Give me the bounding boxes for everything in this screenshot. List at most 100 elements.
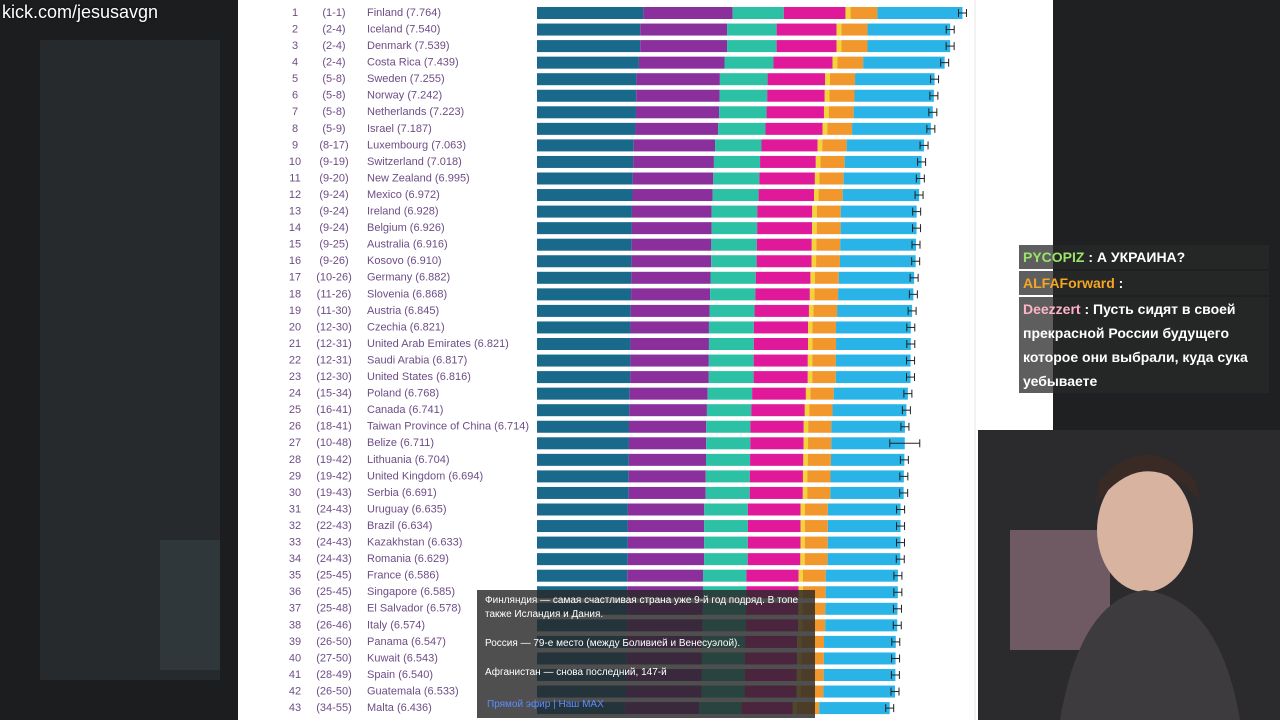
bar-segment xyxy=(816,255,840,268)
bar-segment xyxy=(800,520,805,533)
bar-segment xyxy=(747,520,801,533)
rank: 22 xyxy=(289,354,301,366)
bar-segment xyxy=(537,569,628,582)
bar-segment xyxy=(832,404,907,417)
country-label: United Kingdom (6.694) xyxy=(367,470,483,482)
chat-overlay: PYCOPIZ : А УКРАИНА? ALFAForward : Deezzer… xyxy=(1019,245,1269,395)
score-bar xyxy=(537,503,901,516)
score-bar xyxy=(537,321,911,334)
rank: 9 xyxy=(292,139,298,151)
rank-range: (9-24) xyxy=(319,206,348,218)
bar-segment xyxy=(631,271,711,284)
rank: 5 xyxy=(292,73,298,85)
bar-segment xyxy=(802,569,826,582)
rank-range: (12-30) xyxy=(316,371,351,383)
bar-segment xyxy=(759,172,815,185)
bar-segment xyxy=(631,238,712,251)
rank-range: (19-42) xyxy=(316,470,351,482)
rank-range: (2-4) xyxy=(322,23,345,35)
bar-segment xyxy=(828,106,854,119)
rank-range: (15-34) xyxy=(316,388,351,400)
bar-segment xyxy=(632,172,714,185)
rank: 26 xyxy=(289,421,301,433)
bar-segment xyxy=(537,486,629,499)
bar-segment xyxy=(822,122,828,135)
score-bar xyxy=(537,40,951,53)
watermark: kick.com/jesusavgn xyxy=(2,2,159,22)
score-bar xyxy=(537,486,904,499)
rank: 16 xyxy=(289,255,301,267)
bar-segment xyxy=(724,56,774,69)
bar-segment xyxy=(633,139,716,152)
bar-segment xyxy=(635,122,719,135)
country-label: Serbia (6.691) xyxy=(367,487,437,499)
bar-segment xyxy=(823,652,896,665)
bar-segment xyxy=(830,73,856,86)
rank: 13 xyxy=(289,206,301,218)
score-bar xyxy=(537,404,907,417)
bar-segment xyxy=(766,106,824,119)
bar-segment xyxy=(753,321,808,334)
bar-segment xyxy=(798,569,803,582)
rank-range: (10-48) xyxy=(316,437,351,449)
score-bar xyxy=(537,354,911,367)
rank: 14 xyxy=(289,222,301,234)
bar-segment xyxy=(773,56,833,69)
bar-segment xyxy=(631,255,712,268)
bar-segment xyxy=(705,453,751,466)
ranking-table: 1 (1-1) Finland (7.764) 2 (2-4) Iceland (7.54… xyxy=(289,7,967,715)
bar-segment xyxy=(838,271,915,284)
bar-segment xyxy=(767,89,825,102)
bar-segment xyxy=(813,304,838,317)
bar-segment xyxy=(825,586,898,599)
bar-segment xyxy=(816,238,841,251)
bar-segment xyxy=(628,420,707,433)
bar-segment xyxy=(757,222,813,235)
rank-range: (10-26) xyxy=(316,272,351,284)
bar-segment xyxy=(807,453,831,466)
bar-segment xyxy=(711,222,758,235)
bar-segment xyxy=(747,503,801,516)
rank-range: (9-24) xyxy=(319,189,348,201)
bar-segment xyxy=(755,271,811,284)
bar-segment xyxy=(811,238,817,251)
news-popup: Финляндия — самая счастливая страна уже … xyxy=(477,590,815,718)
country-label: Australia (6.916) xyxy=(367,239,448,251)
bar-segment xyxy=(705,486,750,499)
bar-segment xyxy=(800,503,805,516)
bar-segment xyxy=(537,520,628,533)
bar-segment xyxy=(810,271,815,284)
chat-text: : xyxy=(1118,275,1124,291)
bar-segment xyxy=(812,338,837,350)
rank-range: (11-30) xyxy=(317,305,352,317)
bar-segment xyxy=(704,520,748,533)
chat-message: ALFAForward : xyxy=(1019,271,1269,295)
bar-segment xyxy=(863,56,945,69)
rank-range: (12-31) xyxy=(316,354,351,366)
bar-segment xyxy=(537,122,636,135)
country-label: Uruguay (6.635) xyxy=(367,503,447,515)
bar-segment xyxy=(816,205,841,218)
country-label: Germany (6.882) xyxy=(367,272,450,284)
bar-segment xyxy=(853,106,933,119)
bar-segment xyxy=(815,155,821,168)
score-bar xyxy=(537,553,901,566)
score-bar xyxy=(537,73,935,86)
bar-segment xyxy=(628,470,706,483)
bar-segment xyxy=(704,503,748,516)
bar-segment xyxy=(813,189,819,202)
bar-segment xyxy=(831,420,905,433)
rank-range: (34-55) xyxy=(316,702,351,714)
bar-segment xyxy=(537,304,631,317)
country-label: United Arab Emirates (6.821) xyxy=(367,338,509,350)
bar-segment xyxy=(808,304,814,317)
webcam-face xyxy=(1097,468,1193,592)
bar-segment xyxy=(718,122,766,135)
score-bar xyxy=(537,56,945,69)
rank-range: (5-8) xyxy=(322,106,345,118)
bar-segment xyxy=(708,371,754,384)
rank-range: (25-45) xyxy=(316,586,351,598)
score-bar xyxy=(537,222,917,235)
bar-segment xyxy=(820,155,845,168)
bar-segment xyxy=(627,520,705,533)
